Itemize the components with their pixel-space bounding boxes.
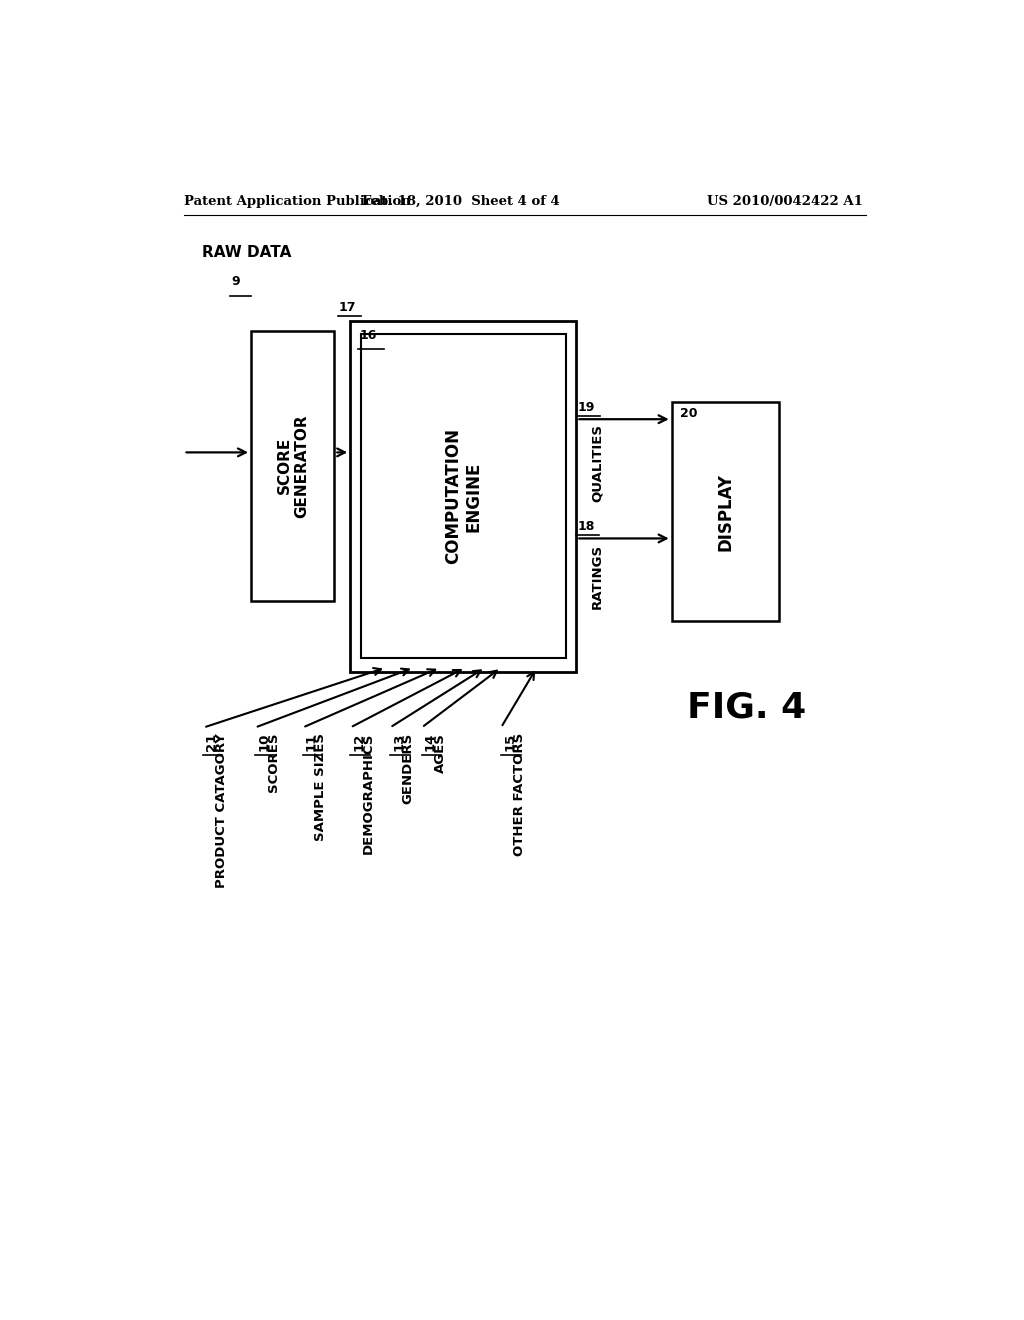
Text: SAMPLE SIZES: SAMPLE SIZES [314, 733, 328, 841]
Text: US 2010/0042422 A1: US 2010/0042422 A1 [708, 194, 863, 207]
Text: 9: 9 [231, 276, 240, 288]
Text: 18: 18 [578, 520, 595, 533]
Text: SCORE
GENERATOR: SCORE GENERATOR [276, 414, 309, 517]
Text: SCORES: SCORES [267, 733, 280, 792]
Text: QUALITIES: QUALITIES [591, 424, 604, 503]
Text: DISPLAY: DISPLAY [716, 473, 734, 550]
Bar [672, 403, 779, 620]
Text: 21: 21 [205, 733, 218, 751]
Text: GENDERS: GENDERS [401, 733, 415, 804]
Text: 15: 15 [504, 733, 516, 751]
Text: Patent Application Publication: Patent Application Publication [183, 194, 411, 207]
Text: 14: 14 [424, 733, 437, 751]
Text: COMPUTATION
ENGINE: COMPUTATION ENGINE [443, 429, 482, 565]
Bar [251, 331, 334, 601]
Text: 10: 10 [257, 733, 270, 751]
Text: RATINGS: RATINGS [591, 544, 604, 609]
Text: DEMOGRAPHICS: DEMOGRAPHICS [362, 733, 375, 854]
Text: 16: 16 [359, 329, 377, 342]
Text: FIG. 4: FIG. 4 [687, 690, 807, 725]
Text: PRODUCT CATAGORY: PRODUCT CATAGORY [214, 733, 227, 887]
Text: 17: 17 [338, 301, 355, 314]
Text: 20: 20 [680, 408, 697, 420]
Text: RAW DATA: RAW DATA [203, 244, 292, 260]
Text: AGES: AGES [433, 733, 446, 772]
Bar [350, 321, 577, 672]
Text: OTHER FACTORS: OTHER FACTORS [513, 733, 526, 855]
Text: Feb. 18, 2010  Sheet 4 of 4: Feb. 18, 2010 Sheet 4 of 4 [362, 194, 560, 207]
Text: 19: 19 [578, 401, 595, 414]
Text: 11: 11 [305, 733, 318, 751]
Text: 13: 13 [392, 733, 406, 751]
Bar [360, 334, 566, 659]
Text: 12: 12 [352, 733, 366, 751]
